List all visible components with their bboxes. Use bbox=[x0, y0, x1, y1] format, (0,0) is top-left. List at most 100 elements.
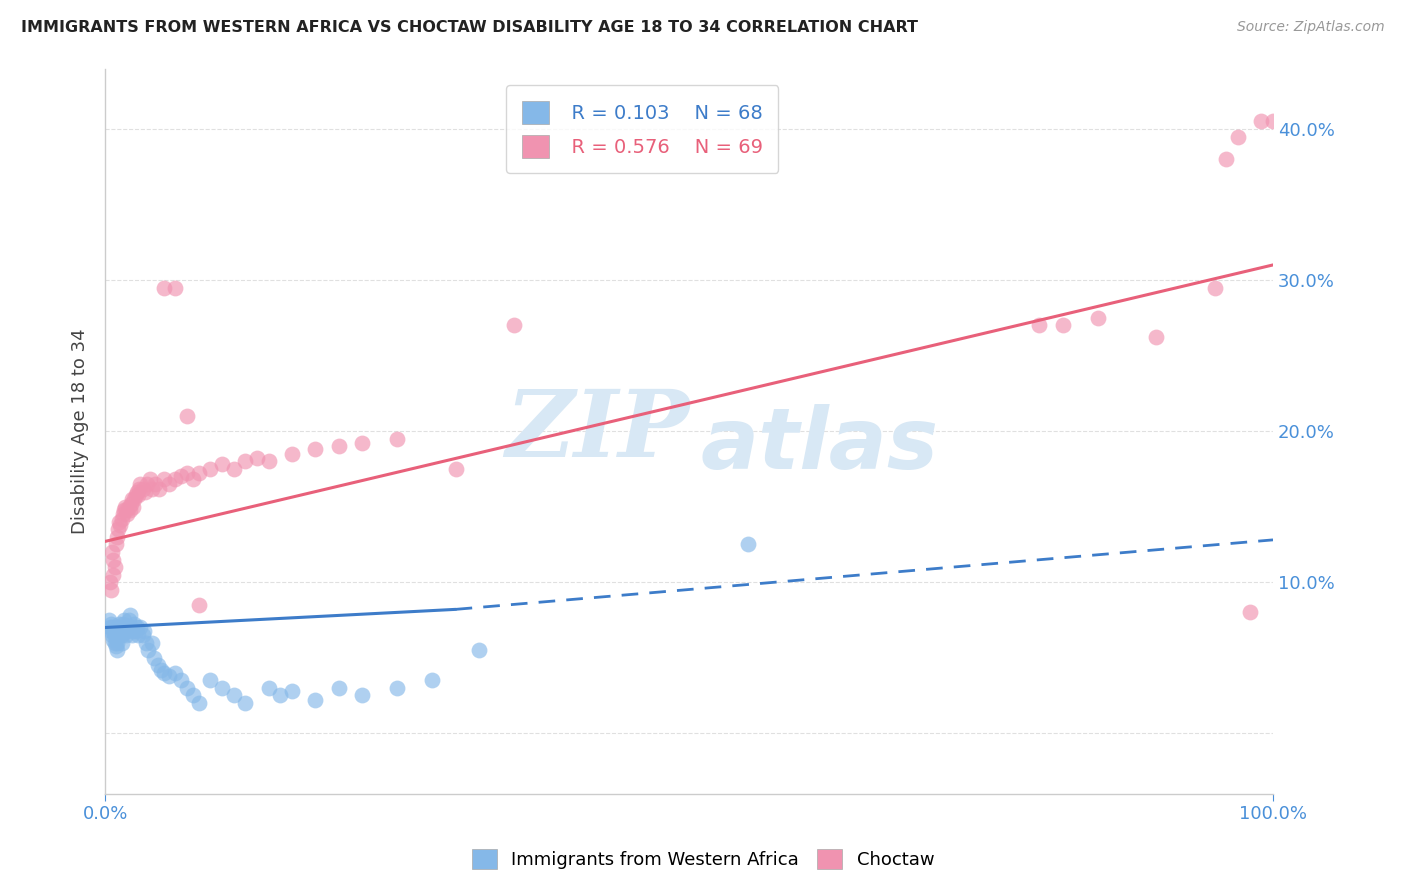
Point bbox=[107, 620, 129, 634]
Point bbox=[104, 631, 127, 645]
Point bbox=[152, 472, 174, 486]
Point bbox=[115, 502, 138, 516]
Point bbox=[222, 462, 245, 476]
Point bbox=[129, 620, 152, 634]
Point bbox=[110, 628, 132, 642]
Point bbox=[1215, 152, 1237, 166]
Text: ZIP: ZIP bbox=[505, 386, 689, 476]
Point bbox=[235, 696, 257, 710]
Point bbox=[257, 681, 280, 695]
Legend: Immigrants from Western Africa, Choctaw: Immigrants from Western Africa, Choctaw bbox=[463, 839, 943, 879]
Point bbox=[104, 537, 127, 551]
Point bbox=[145, 477, 167, 491]
Point bbox=[110, 635, 132, 649]
Point bbox=[108, 624, 131, 638]
Point bbox=[269, 689, 291, 703]
Point bbox=[101, 620, 124, 634]
Point bbox=[152, 280, 174, 294]
Point bbox=[115, 628, 138, 642]
Point bbox=[112, 502, 135, 516]
Point bbox=[124, 487, 146, 501]
Point bbox=[122, 500, 145, 514]
Text: Source: ZipAtlas.com: Source: ZipAtlas.com bbox=[1237, 20, 1385, 34]
Point bbox=[121, 628, 143, 642]
Point bbox=[187, 696, 209, 710]
Point bbox=[120, 620, 142, 634]
Point bbox=[165, 280, 187, 294]
Point bbox=[146, 658, 169, 673]
Point bbox=[103, 567, 125, 582]
Point bbox=[117, 500, 139, 514]
Point bbox=[165, 665, 187, 680]
Point bbox=[134, 484, 156, 499]
Point bbox=[503, 318, 526, 333]
Point bbox=[385, 681, 408, 695]
Point bbox=[420, 673, 443, 688]
Point bbox=[98, 575, 121, 590]
Point bbox=[1144, 330, 1167, 344]
Point bbox=[108, 515, 131, 529]
Point bbox=[170, 469, 193, 483]
Y-axis label: Disability Age 18 to 34: Disability Age 18 to 34 bbox=[72, 328, 89, 534]
Point bbox=[110, 512, 132, 526]
Point bbox=[281, 447, 304, 461]
Point bbox=[118, 608, 141, 623]
Point bbox=[110, 517, 132, 532]
Legend:   R = 0.103    N = 68,   R = 0.576    N = 69: R = 0.103 N = 68, R = 0.576 N = 69 bbox=[506, 86, 779, 173]
Point bbox=[111, 507, 134, 521]
Point bbox=[176, 681, 198, 695]
Point bbox=[110, 620, 132, 634]
Point bbox=[110, 628, 132, 642]
Point bbox=[176, 409, 198, 423]
Point bbox=[105, 625, 128, 640]
Text: atlas: atlas bbox=[700, 404, 939, 487]
Point bbox=[105, 530, 128, 544]
Point bbox=[97, 613, 120, 627]
Point bbox=[235, 454, 257, 468]
Point bbox=[150, 663, 173, 677]
Point bbox=[103, 628, 125, 642]
Point bbox=[1261, 114, 1284, 128]
Point bbox=[101, 628, 124, 642]
Point bbox=[117, 624, 139, 638]
Point bbox=[128, 482, 150, 496]
Point bbox=[105, 635, 128, 649]
Point bbox=[181, 472, 204, 486]
Point bbox=[304, 442, 326, 457]
Point bbox=[121, 492, 143, 507]
Point bbox=[159, 477, 181, 491]
Point bbox=[352, 689, 374, 703]
Point bbox=[143, 650, 166, 665]
Point bbox=[1227, 129, 1250, 144]
Point bbox=[468, 643, 491, 657]
Point bbox=[246, 451, 269, 466]
Point bbox=[117, 613, 139, 627]
Point bbox=[124, 624, 146, 638]
Point bbox=[148, 482, 170, 496]
Point bbox=[1250, 114, 1272, 128]
Point bbox=[181, 689, 204, 703]
Point bbox=[118, 502, 141, 516]
Point bbox=[1204, 280, 1226, 294]
Point bbox=[127, 487, 149, 501]
Point bbox=[103, 560, 125, 574]
Point bbox=[100, 617, 122, 632]
Point bbox=[281, 684, 304, 698]
Point bbox=[129, 477, 152, 491]
Point bbox=[122, 624, 145, 638]
Point bbox=[100, 624, 122, 638]
Point bbox=[138, 643, 160, 657]
Point bbox=[117, 507, 139, 521]
Point bbox=[222, 689, 245, 703]
Point bbox=[103, 635, 125, 649]
Point bbox=[120, 497, 142, 511]
Point bbox=[135, 635, 157, 649]
Point bbox=[138, 472, 160, 486]
Point bbox=[170, 673, 193, 688]
Point bbox=[100, 582, 122, 597]
Point bbox=[176, 467, 198, 481]
Point bbox=[114, 500, 136, 514]
Point bbox=[1052, 318, 1074, 333]
Point bbox=[107, 628, 129, 642]
Point bbox=[187, 467, 209, 481]
